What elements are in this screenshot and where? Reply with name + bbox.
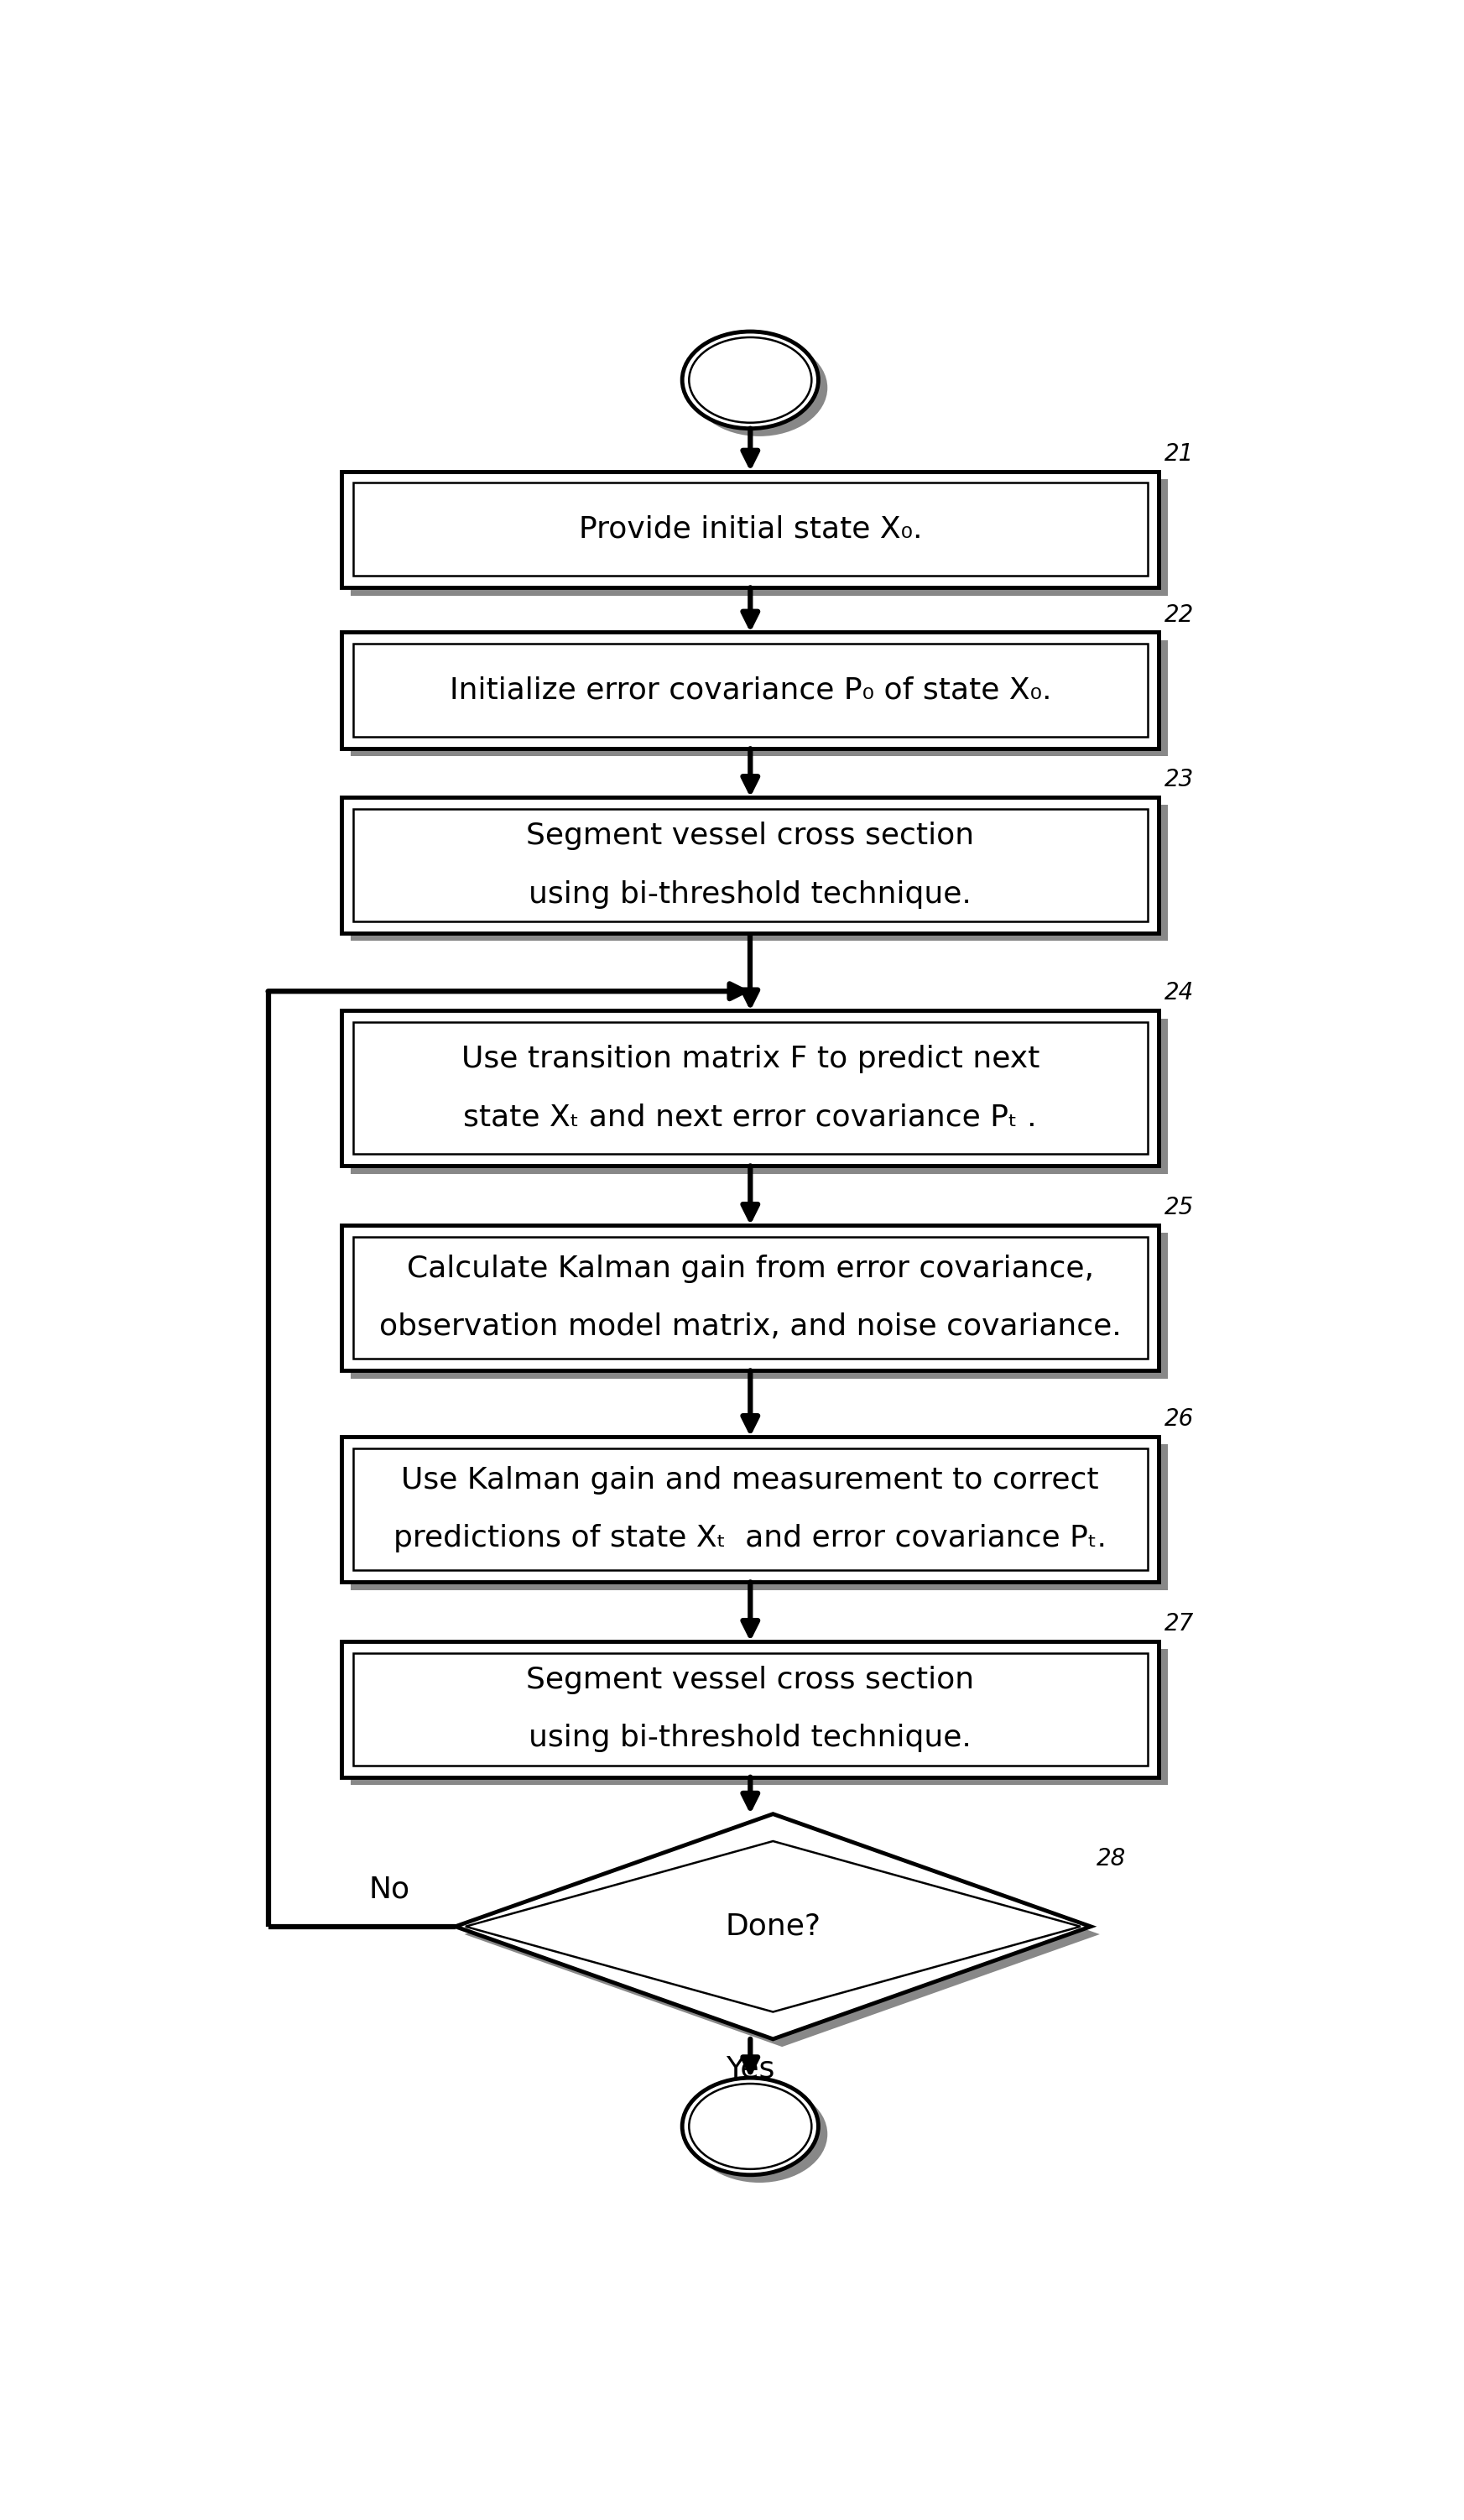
Text: Segment vessel cross section: Segment vessel cross section	[526, 822, 975, 849]
Ellipse shape	[691, 2087, 827, 2182]
Bar	[353, 484, 1148, 577]
Polygon shape	[455, 1814, 1091, 2039]
Text: Calculate Kalman gain from error covariance,: Calculate Kalman gain from error covaria…	[407, 1255, 1094, 1283]
Bar	[341, 1225, 1159, 1371]
Polygon shape	[466, 1842, 1080, 2011]
Text: 27: 27	[1164, 1613, 1195, 1635]
Text: Use Kalman gain and measurement to correct: Use Kalman gain and measurement to corre…	[401, 1467, 1099, 1494]
Text: Provide initial state X₀.: Provide initial state X₀.	[578, 514, 922, 544]
Text: predictions of state Xₜ  and error covariance Pₜ.: predictions of state Xₜ and error covari…	[394, 1525, 1107, 1552]
Bar	[351, 479, 1168, 595]
Text: 24: 24	[1164, 980, 1195, 1005]
Ellipse shape	[682, 333, 818, 428]
Text: 25: 25	[1164, 1197, 1195, 1220]
Bar	[341, 1011, 1159, 1167]
Text: using bi-threshold technique.: using bi-threshold technique.	[529, 1724, 972, 1751]
Text: 21: 21	[1164, 441, 1195, 466]
Bar	[353, 809, 1148, 922]
Text: Done?: Done?	[725, 1913, 821, 1940]
Bar	[353, 1449, 1148, 1570]
Bar	[353, 1023, 1148, 1154]
Text: Initialize error covariance P₀ of state X₀.: Initialize error covariance P₀ of state …	[449, 675, 1051, 706]
Bar	[353, 1237, 1148, 1358]
Text: Use transition matrix F to predict next: Use transition matrix F to predict next	[461, 1046, 1039, 1074]
Text: 26: 26	[1164, 1406, 1195, 1431]
Bar	[341, 1641, 1159, 1777]
Text: using bi-threshold technique.: using bi-threshold technique.	[529, 879, 972, 910]
Text: 23: 23	[1164, 769, 1195, 791]
Text: No: No	[369, 1875, 410, 1903]
Bar	[341, 1436, 1159, 1583]
Ellipse shape	[682, 2079, 818, 2175]
Text: 28: 28	[1097, 1847, 1126, 1870]
Text: 22: 22	[1164, 602, 1195, 627]
Bar	[353, 645, 1148, 736]
Bar	[351, 1232, 1168, 1378]
Text: Segment vessel cross section: Segment vessel cross section	[526, 1666, 975, 1693]
Ellipse shape	[690, 2084, 811, 2170]
Text: state Xₜ and next error covariance Pₜ .: state Xₜ and next error covariance Pₜ .	[464, 1104, 1037, 1131]
Bar	[341, 633, 1159, 748]
Bar	[351, 1018, 1168, 1174]
Bar	[351, 1648, 1168, 1784]
Bar	[351, 1444, 1168, 1590]
Bar	[341, 796, 1159, 932]
Text: Yes: Yes	[726, 2054, 774, 2084]
Bar	[351, 804, 1168, 940]
Bar	[351, 640, 1168, 756]
Ellipse shape	[690, 338, 811, 423]
Bar	[353, 1653, 1148, 1767]
Text: observation model matrix, and noise covariance.: observation model matrix, and noise cova…	[379, 1313, 1121, 1341]
Ellipse shape	[691, 340, 827, 436]
Bar	[341, 471, 1159, 587]
Polygon shape	[464, 1822, 1099, 2046]
